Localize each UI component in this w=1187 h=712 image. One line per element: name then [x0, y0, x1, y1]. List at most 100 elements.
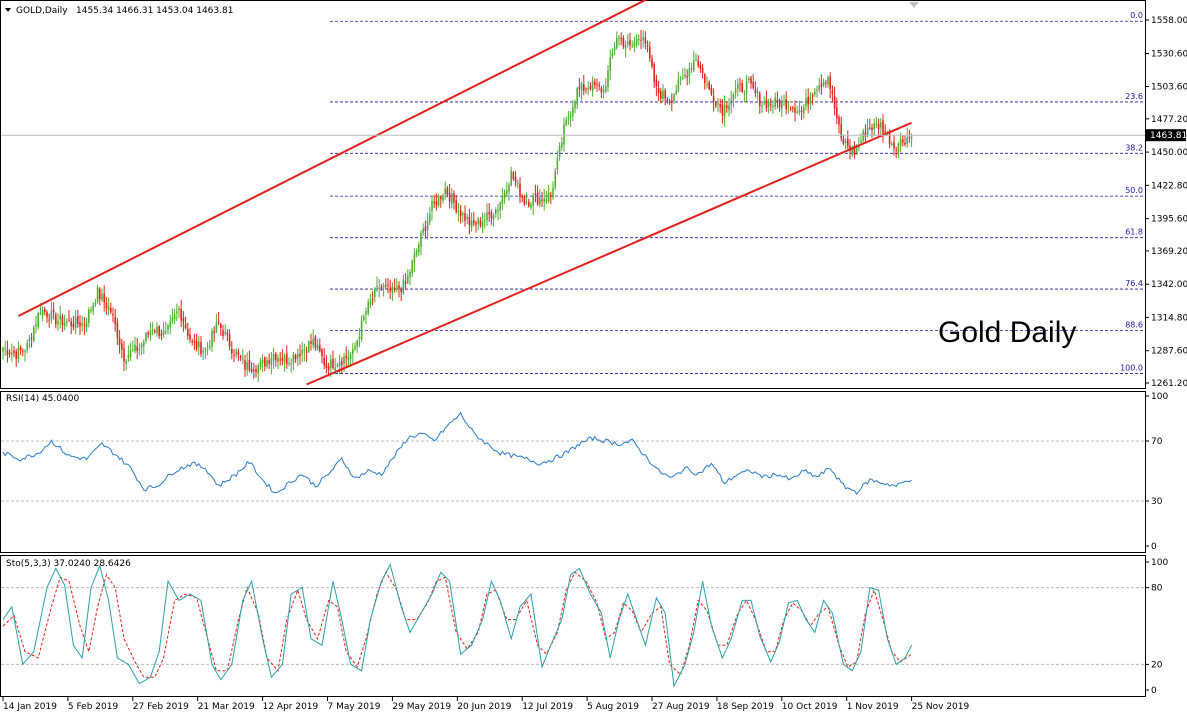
candle-body: [323, 357, 325, 365]
candle-body: [864, 132, 867, 137]
candle-body: [358, 337, 361, 340]
candle-body: [121, 343, 123, 350]
candle-body: [96, 287, 99, 303]
rsi-tick-label: 70: [1151, 437, 1163, 447]
candle-body: [860, 140, 862, 143]
date-axis: 14 Jan 2019 5 Feb 2019 27 Feb 2019 21 Mar 2…: [2, 697, 970, 712]
candle-body: [48, 319, 50, 321]
candle-body: [563, 124, 565, 145]
candle-body: [74, 317, 77, 329]
candle-body: [558, 146, 561, 157]
candle-body: [385, 285, 387, 287]
candle-body: [761, 105, 763, 107]
fib-level-label: 50.0: [1125, 186, 1143, 195]
candle-body: [360, 320, 363, 340]
candle-body: [506, 190, 508, 194]
price-tick-label: 1342.00: [1151, 280, 1187, 290]
candle-body: [6, 350, 9, 355]
candle-body: [660, 91, 662, 99]
candle-body: [68, 319, 70, 321]
candle-body: [547, 192, 550, 202]
candle-body: [182, 318, 185, 323]
candle-body: [468, 216, 471, 226]
candle-body: [380, 286, 383, 288]
candle-body: [426, 220, 429, 230]
candle-body: [686, 76, 688, 78]
candle-body: [651, 58, 653, 67]
candle-body: [184, 324, 187, 329]
candle-body: [871, 127, 873, 131]
candle-body: [301, 350, 303, 355]
trend-channel-line[interactable]: [17, 0, 654, 317]
candle-body: [842, 138, 845, 144]
candle-body: [798, 110, 801, 113]
candle-body: [365, 311, 367, 315]
candle-body: [81, 322, 83, 326]
candle-body: [286, 353, 288, 365]
symbol-dropdown-icon[interactable]: [5, 8, 11, 12]
candle-body: [587, 88, 589, 90]
candle-body: [851, 146, 853, 154]
candle-body: [466, 217, 468, 219]
candle-body: [704, 74, 706, 84]
candle-body: [701, 67, 704, 73]
candle-body: [22, 350, 24, 352]
candle-body: [151, 329, 154, 332]
candle-body: [257, 365, 259, 374]
candle-body: [897, 143, 900, 153]
candle-body: [501, 195, 504, 204]
candle-body: [382, 286, 385, 288]
candle-body: [847, 138, 849, 147]
candle-body: [765, 99, 768, 109]
candle-body: [374, 289, 376, 298]
candle-body: [717, 103, 719, 105]
candle-body: [750, 77, 752, 84]
shift-marker-icon[interactable]: [909, 2, 919, 8]
candle-body: [783, 100, 785, 102]
candle-body: [321, 349, 323, 357]
candle-body: [66, 321, 68, 324]
date-tick-label: 10 Oct 2019: [782, 702, 838, 712]
candle-body: [268, 360, 270, 364]
candle-body: [653, 64, 655, 82]
candle-body: [140, 344, 143, 348]
candle-body: [668, 101, 671, 103]
candle-body: [440, 197, 442, 199]
candle-body: [363, 316, 365, 320]
candle-body: [536, 192, 539, 205]
candle-body: [160, 333, 163, 336]
candle-body: [33, 327, 35, 342]
candle-body: [688, 68, 691, 77]
candle-body: [646, 45, 649, 47]
candle-body: [684, 74, 686, 77]
candle-body: [250, 369, 253, 372]
candle-body: [176, 311, 178, 314]
candle-body: [838, 117, 840, 125]
candle-body: [831, 91, 834, 94]
candle-body: [809, 97, 812, 104]
candle-body: [644, 37, 647, 44]
candle-body: [477, 218, 479, 224]
date-tick-label: 12 Jul 2019: [522, 702, 573, 712]
candle-body: [884, 131, 886, 133]
candle-body: [57, 320, 59, 325]
candle-body: [288, 362, 290, 364]
candle-body: [415, 250, 418, 255]
candle-body: [259, 362, 262, 368]
fib-level-label: 61.8: [1125, 228, 1143, 237]
candle-body: [224, 331, 226, 334]
candle-body: [200, 341, 202, 355]
candle-body: [101, 294, 103, 300]
candle-body: [213, 331, 215, 333]
candle-body: [195, 341, 198, 349]
candle-body: [424, 226, 427, 231]
candle-body: [814, 91, 816, 95]
candle-body: [253, 369, 255, 372]
price-tick-label: 1395.60: [1151, 215, 1187, 225]
candle-body: [734, 88, 737, 93]
trend-channel-line[interactable]: [306, 121, 912, 386]
rsi-label: RSI(14) 45.0400: [6, 394, 79, 404]
candle-body: [107, 306, 110, 310]
date-tick-label: 1 Nov 2019: [847, 702, 899, 712]
